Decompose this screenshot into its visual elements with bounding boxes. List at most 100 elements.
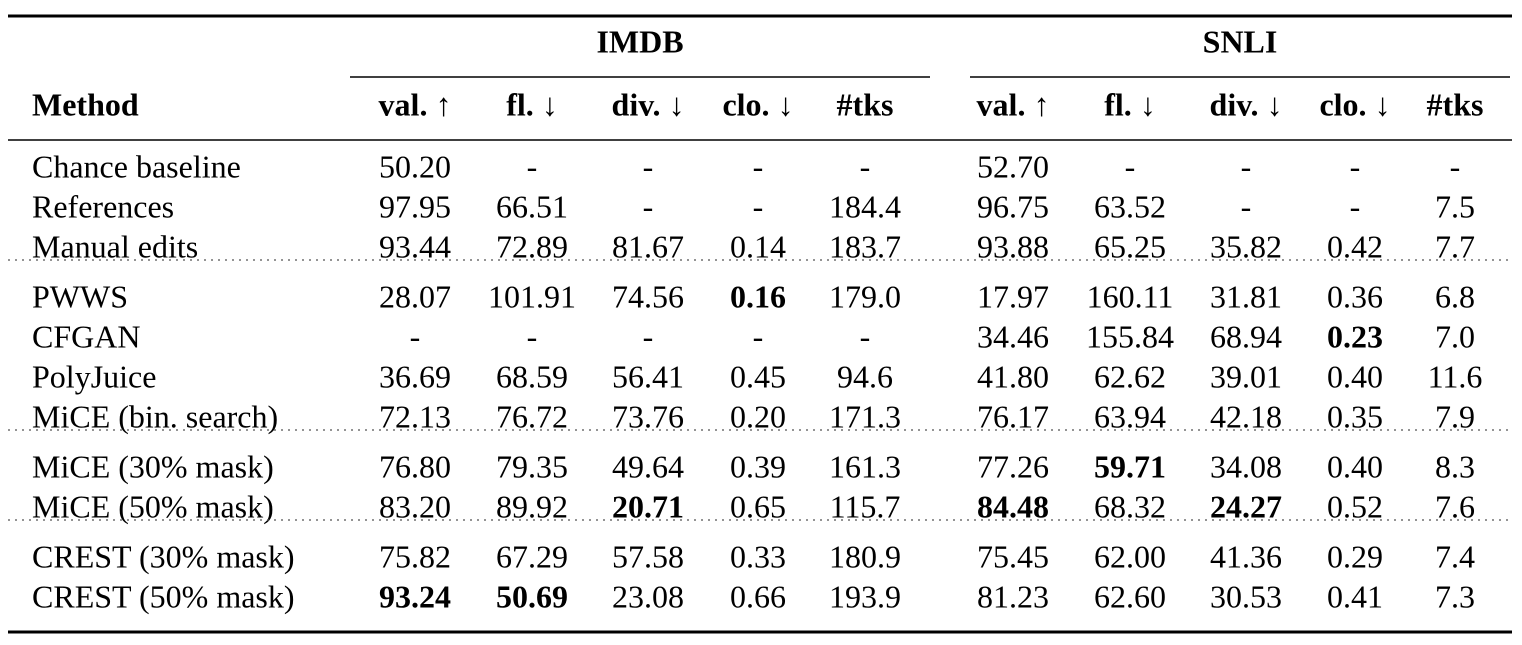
table-cell: 0.66 [730, 578, 786, 614]
table-cell: 76.72 [496, 398, 568, 434]
table-cell: 49.64 [612, 448, 684, 484]
table-cell: 89.92 [496, 488, 568, 524]
table-cell: 59.71 [1094, 448, 1166, 484]
table-cell: 57.58 [612, 538, 684, 574]
table-cell: 6.8 [1435, 278, 1475, 314]
table-cell: 0.39 [730, 448, 786, 484]
column-header: div. ↓ [1210, 86, 1283, 122]
method-label: Chance baseline [32, 148, 241, 184]
table-cell: 0.41 [1327, 578, 1383, 614]
table-cell: 184.4 [829, 188, 901, 224]
column-header: fl. ↓ [1104, 86, 1156, 122]
table-cell: 0.16 [730, 278, 786, 314]
table-cell: 83.20 [379, 488, 451, 524]
column-header: fl. ↓ [506, 86, 558, 122]
dataset-header: IMDB [596, 23, 683, 59]
table-cell: 72.13 [379, 398, 451, 434]
table-cell: 36.69 [379, 358, 451, 394]
table-cell: 50.20 [379, 148, 451, 184]
table-cell: 74.56 [612, 278, 684, 314]
column-header: clo. ↓ [1319, 86, 1390, 122]
table-cell: 7.0 [1435, 318, 1475, 354]
table-cell: 79.35 [496, 448, 568, 484]
table-cell: 93.24 [379, 578, 451, 614]
table-cell: 84.48 [977, 488, 1049, 524]
table-cell: - [1241, 188, 1252, 224]
table-cell: 0.40 [1327, 448, 1383, 484]
table-cell: 81.67 [612, 228, 684, 264]
table-cell: 41.36 [1210, 538, 1282, 574]
table-cell: 11.6 [1428, 358, 1483, 394]
table-cell: 62.60 [1094, 578, 1166, 614]
table-cell: 81.23 [977, 578, 1049, 614]
table-cell: - [1241, 148, 1252, 184]
table-cell: 155.84 [1086, 318, 1174, 354]
table-cell: 7.6 [1435, 488, 1475, 524]
table-cell: 76.80 [379, 448, 451, 484]
table-cell: - [410, 318, 421, 354]
table-cell: 93.44 [379, 228, 451, 264]
table-cell: 56.41 [612, 358, 684, 394]
table-cell: - [643, 148, 654, 184]
table-cell: - [643, 188, 654, 224]
table-cell: 179.0 [829, 278, 901, 314]
table-cell: 23.08 [612, 578, 684, 614]
method-label: References [32, 188, 174, 224]
table-cell: 0.35 [1327, 398, 1383, 434]
table-cell: 35.82 [1210, 228, 1282, 264]
table-cell: - [753, 148, 764, 184]
table-cell: 93.88 [977, 228, 1049, 264]
table-cell: - [1450, 148, 1461, 184]
table-cell: 0.40 [1327, 358, 1383, 394]
table-cell: 73.76 [612, 398, 684, 434]
table-cell: 0.33 [730, 538, 786, 574]
table-cell: 34.46 [977, 318, 1049, 354]
table-cell: 0.42 [1327, 228, 1383, 264]
method-label: MiCE (50% mask) [32, 488, 274, 524]
table-cell: 7.5 [1435, 188, 1475, 224]
table-cell: - [643, 318, 654, 354]
table-cell: 161.3 [829, 448, 901, 484]
table-cell: 68.32 [1094, 488, 1166, 524]
table-cell: 0.29 [1327, 538, 1383, 574]
table-cell: 183.7 [829, 228, 901, 264]
table-cell: 24.27 [1210, 488, 1282, 524]
table-cell: 0.65 [730, 488, 786, 524]
table-cell: - [753, 318, 764, 354]
table-cell: 63.52 [1094, 188, 1166, 224]
table-cell: 17.97 [977, 278, 1049, 314]
table-cell: 160.11 [1087, 278, 1174, 314]
table-cell: - [1350, 188, 1361, 224]
method-header: Method [32, 86, 139, 122]
dataset-header: SNLI [1203, 23, 1278, 59]
column-header: clo. ↓ [722, 86, 793, 122]
table-cell: 180.9 [829, 538, 901, 574]
table-cell: 66.51 [496, 188, 568, 224]
table-cell: 7.7 [1435, 228, 1475, 264]
table-cell: 76.17 [977, 398, 1049, 434]
table-cell: 52.70 [977, 148, 1049, 184]
table-cell: 34.08 [1210, 448, 1282, 484]
method-label: CREST (50% mask) [32, 578, 295, 614]
column-header: val. ↑ [379, 86, 452, 122]
table-cell: 101.91 [488, 278, 576, 314]
column-header: #tks [1427, 86, 1484, 122]
table-cell: 8.3 [1435, 448, 1475, 484]
method-label: MiCE (bin. search) [32, 398, 278, 434]
table-cell: 41.80 [977, 358, 1049, 394]
table-cell: 0.45 [730, 358, 786, 394]
table-cell: 68.94 [1210, 318, 1282, 354]
table-cell: 7.9 [1435, 398, 1475, 434]
table-cell: 7.3 [1435, 578, 1475, 614]
method-label: MiCE (30% mask) [32, 448, 274, 484]
table-cell: - [527, 318, 538, 354]
table-cell: 0.36 [1327, 278, 1383, 314]
table-cell: - [1125, 148, 1136, 184]
table-cell: 171.3 [829, 398, 901, 434]
method-label: CFGAN [32, 318, 140, 354]
table-cell: 62.62 [1094, 358, 1166, 394]
method-label: PWWS [32, 278, 128, 314]
method-label: PolyJuice [32, 358, 156, 394]
table-cell: - [1350, 148, 1361, 184]
